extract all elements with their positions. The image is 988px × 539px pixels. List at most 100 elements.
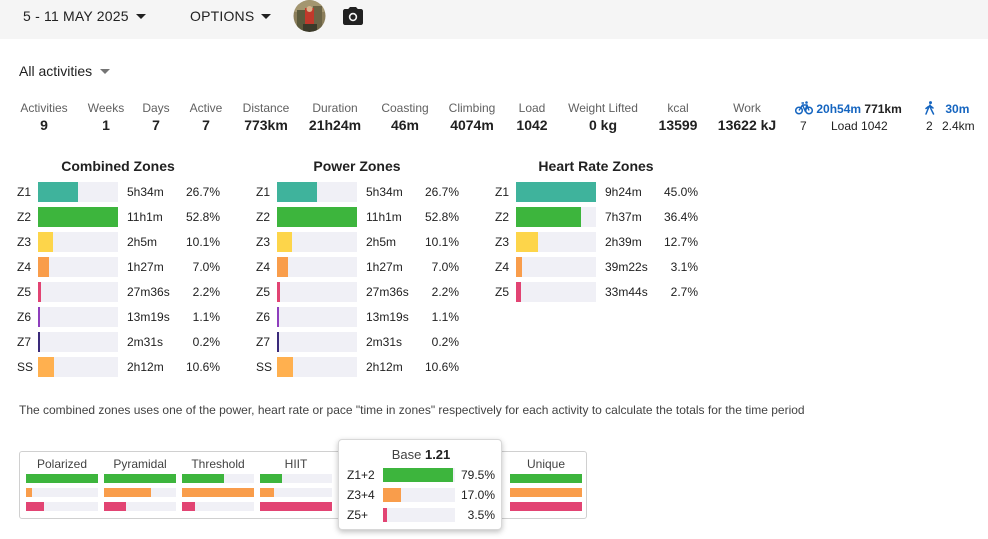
- distribution-bar: [182, 474, 254, 483]
- activity-filter[interactable]: All activities: [19, 63, 111, 79]
- zone-bar-fill: [277, 257, 288, 277]
- distribution-bar: [260, 502, 332, 511]
- tooltip-row-percent: 79.5%: [460, 468, 495, 482]
- stat-value: 0 kg: [588, 117, 617, 133]
- distribution-bar-fill: [182, 502, 195, 511]
- distribution-tooltip: Base 1.21 Z1+2 79.5% Z3+4 17.0% Z5+ 3.5%: [338, 439, 502, 530]
- zone-time: 2m31s: [127, 335, 164, 349]
- zone-bar: [277, 282, 357, 302]
- zone-bar-fill: [516, 257, 522, 277]
- ride-summary[interactable]: 20h54m 771km: [794, 101, 902, 116]
- distribution-unique[interactable]: Unique: [510, 452, 582, 516]
- distribution-bar-fill: [26, 488, 32, 497]
- options-label: OPTIONS: [190, 8, 255, 24]
- zone-bar-fill: [38, 282, 41, 302]
- zone-percent: 2.7%: [670, 285, 698, 299]
- zone-bar: [277, 307, 357, 327]
- distribution-polarized[interactable]: Polarized: [26, 452, 98, 516]
- zone-label: Z7: [17, 335, 32, 349]
- zone-bar: [38, 282, 118, 302]
- zone-time: 7h37m: [605, 210, 642, 224]
- stat-weeks: Weeks 1: [86, 101, 126, 134]
- zone-bar: [38, 207, 118, 227]
- zone-row: Z7 2m31s 0.2%: [17, 332, 220, 352]
- zone-label: Z4: [17, 260, 32, 274]
- walk-count: 2: [926, 119, 933, 133]
- walk-time: 30m: [945, 102, 970, 116]
- distribution-bar: [260, 474, 332, 483]
- zone-time: 27m36s: [366, 285, 409, 299]
- distribution-bar-fill: [26, 502, 44, 511]
- zone-bar-fill: [38, 207, 118, 227]
- distribution-bar-fill: [260, 502, 332, 511]
- date-range-selector[interactable]: 5 - 11 MAY 2025: [23, 8, 146, 24]
- zone-percent: 2.2%: [431, 285, 459, 299]
- zone-time: 39m22s: [605, 260, 648, 274]
- zone-time: 11h1m: [127, 210, 163, 224]
- stat-label: Distance: [242, 101, 290, 115]
- distribution-bar-fill: [182, 474, 224, 483]
- distribution-bar-fill: [104, 488, 151, 497]
- walk-icon: [925, 101, 935, 115]
- zone-bar-fill: [38, 357, 54, 377]
- tooltip-row-bar: [383, 468, 455, 482]
- tooltip-title-label: Base: [391, 447, 422, 462]
- ride-load: Load 1042: [831, 119, 888, 133]
- distribution-bar-fill: [182, 488, 254, 497]
- zone-row: Z5 27m36s 2.2%: [17, 282, 220, 302]
- stat-weight-lifted: Weight Lifted 0 kg: [566, 101, 640, 134]
- stat-label: Coasting: [381, 101, 429, 115]
- distribution-bar: [26, 474, 98, 483]
- zone-bar: [38, 357, 118, 377]
- zone-row: SS 2h12m 10.6%: [17, 357, 220, 377]
- zone-percent: 10.6%: [185, 360, 220, 374]
- zone-time: 13m19s: [366, 310, 409, 324]
- zone-percent: 26.7%: [185, 185, 220, 199]
- zone-label: Z1: [495, 185, 510, 199]
- stat-label: Duration: [312, 101, 358, 115]
- walk-summary[interactable]: 30m: [924, 101, 969, 116]
- zone-bar: [516, 207, 596, 227]
- tooltip-row: Z1+2 79.5%: [347, 468, 495, 482]
- distribution-bar-fill: [260, 488, 274, 497]
- zone-percent: 1.1%: [431, 310, 459, 324]
- zone-percent: 0.2%: [431, 335, 459, 349]
- zone-bar: [277, 357, 357, 377]
- distribution-bar: [26, 502, 98, 511]
- tooltip-row-percent: 17.0%: [460, 488, 495, 502]
- zone-row: Z3 2h5m 10.1%: [17, 232, 220, 252]
- zone-row: SS 2h12m 10.6%: [256, 357, 459, 377]
- tooltip-row-bar-fill: [383, 488, 401, 502]
- zone-time: 5h34m: [366, 185, 403, 199]
- zone-percent: 45.0%: [663, 185, 698, 199]
- zone-bar-fill: [277, 182, 317, 202]
- stat-value: 4074m: [450, 117, 494, 133]
- zone-percent: 52.8%: [185, 210, 220, 224]
- stat-value: 46m: [390, 117, 420, 133]
- distribution-bar: [104, 502, 176, 511]
- zone-bar-fill: [516, 282, 521, 302]
- distribution-bar-fill: [510, 474, 582, 483]
- zone-bar-fill: [516, 182, 596, 202]
- distribution-hiit[interactable]: HIIT: [260, 452, 332, 516]
- stat-value: 21h24m: [308, 117, 362, 133]
- ride-distance: 771km: [864, 102, 902, 116]
- heart-rate-zones-title: Heart Rate Zones: [538, 158, 654, 174]
- distribution-threshold[interactable]: Threshold: [182, 452, 254, 516]
- power-zones-title: Power Zones: [313, 158, 401, 174]
- tooltip-row-percent: 3.5%: [467, 508, 495, 522]
- distribution-label: Pyramidal: [113, 457, 167, 471]
- tooltip-row-label: Z1+2: [347, 468, 375, 482]
- distribution-pyramidal[interactable]: Pyramidal: [104, 452, 176, 516]
- zone-percent: 7.0%: [192, 260, 220, 274]
- avatar[interactable]: [293, 0, 326, 32]
- stat-label: kcal: [667, 101, 689, 115]
- distribution-bar-fill: [510, 502, 582, 511]
- chevron-down-icon: [100, 68, 111, 74]
- camera-icon[interactable]: [341, 4, 365, 28]
- zone-percent: 26.7%: [424, 185, 459, 199]
- options-menu[interactable]: OPTIONS: [190, 8, 272, 24]
- zone-row: Z4 1h27m 7.0%: [17, 257, 220, 277]
- zone-time: 2m31s: [366, 335, 403, 349]
- chevron-down-icon: [135, 13, 146, 19]
